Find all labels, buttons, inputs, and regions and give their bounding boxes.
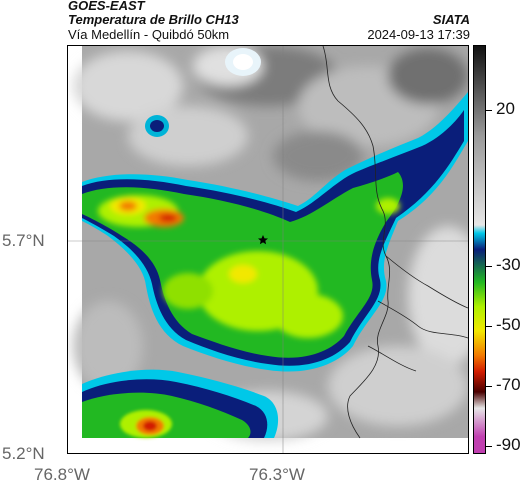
colorbar-label-neg90: -90 [496, 435, 521, 454]
small-cell-top [145, 48, 261, 137]
colorbar-tick [486, 326, 492, 327]
route-subtitle: Vía Medellín - Quibdó 50km [68, 27, 230, 42]
product-title: Temperatura de Brillo CH13 [68, 12, 239, 27]
no-data-strip-left [68, 46, 82, 453]
agency-label: SIATA [432, 12, 470, 27]
colorbar-label-20: 20 [496, 99, 515, 118]
lon-label-76-3w: 76.3°W [249, 465, 305, 484]
colorbar-tick [486, 386, 492, 387]
convective-cell-south [82, 369, 279, 438]
colorbar-label-neg70: -70 [496, 375, 521, 394]
lat-label-5-2n: 5.2°N [2, 444, 45, 463]
colorbar-label-neg50: -50 [496, 315, 521, 334]
boundary-lines [322, 46, 468, 439]
satellite-map [67, 45, 469, 454]
no-data-strip-bottom [68, 438, 468, 453]
lon-label-76-8w: 76.8°W [34, 465, 90, 484]
star-marker [258, 235, 268, 245]
map-canvas [68, 46, 468, 453]
colorbar-tick [486, 446, 492, 447]
colorbar-tick [486, 110, 492, 111]
colorbar-tick [486, 266, 492, 267]
lat-label-5-7n: 5.7°N [2, 231, 45, 250]
colorbar [473, 45, 486, 454]
satellite-title: GOES-EAST [68, 0, 145, 13]
gridlines [68, 46, 468, 453]
convective-system [82, 92, 468, 372]
colorbar-label-neg30: -30 [496, 255, 521, 274]
datetime-label: 2024-09-13 17:39 [367, 27, 470, 42]
